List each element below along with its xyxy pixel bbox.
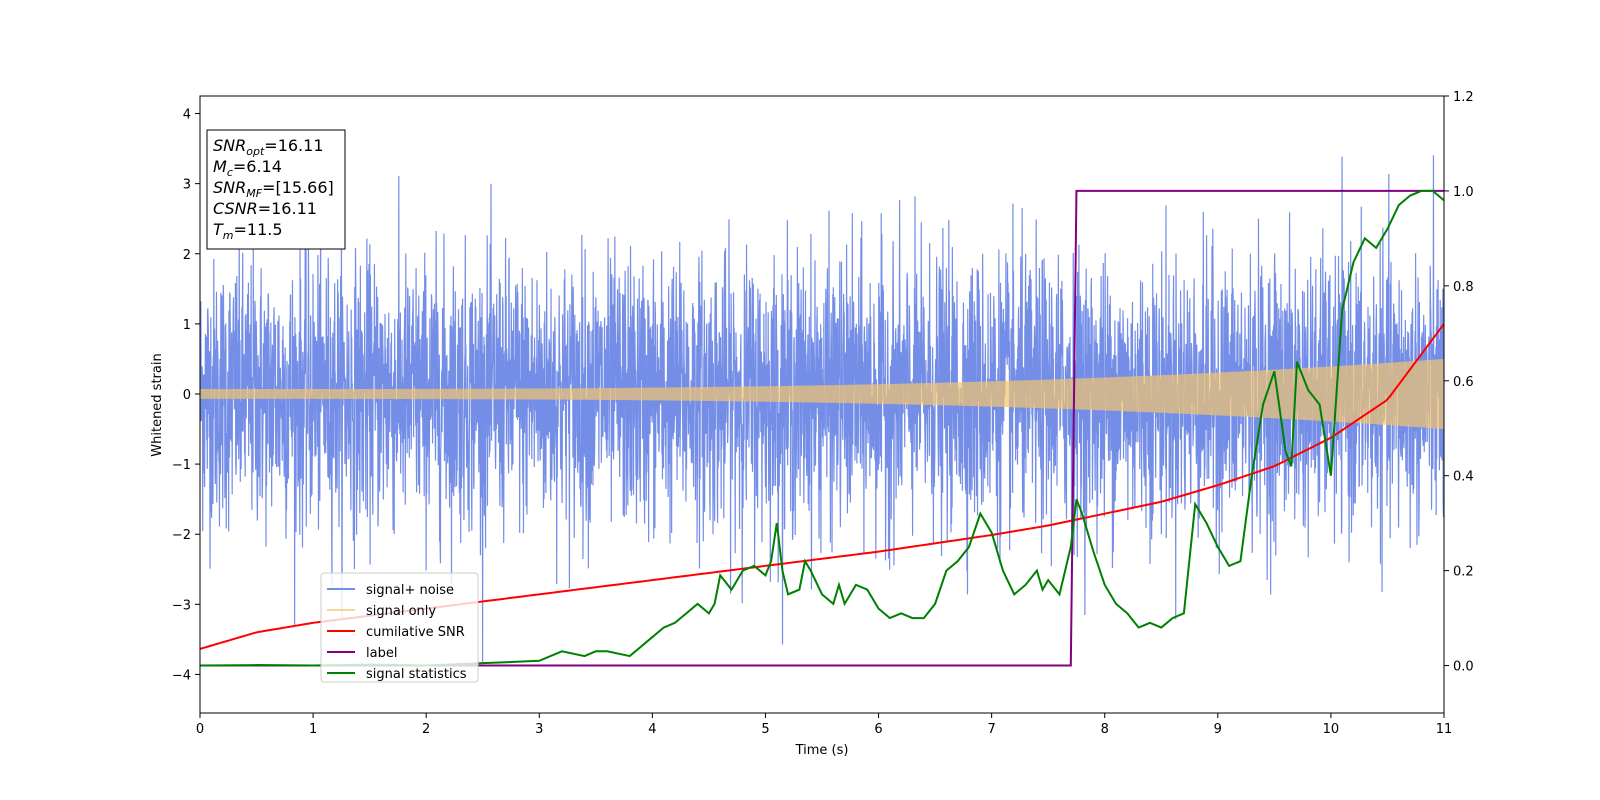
y-axis-right: 0.0 0.2 0.4 0.6 0.8 1.0 1.2 (1444, 90, 1474, 675)
legend-frame (320, 572, 479, 683)
info-box-frame (206, 129, 346, 250)
x-tick-label: 10 (1323, 722, 1340, 737)
legend-label: signal only (366, 604, 436, 619)
y2-tick-label: 0.6 (1453, 375, 1474, 390)
x-tick-label: 6 (874, 722, 882, 737)
info-line-symbol: CSNR (213, 199, 258, 218)
x-tick-label: 3 (535, 722, 543, 737)
info-line-value: =[15.66] (262, 178, 334, 197)
info-line-value: =11.5 (234, 220, 283, 239)
info-line-value: =6.14 (233, 157, 282, 176)
x-axis: 0 1 2 3 4 5 6 7 8 9 10 11 (196, 713, 1452, 737)
plot-frame (199, 95, 1445, 714)
x-tick-label: 2 (422, 722, 430, 737)
x-tick-label: 9 (1214, 722, 1222, 737)
info-line-symbol: SNR (213, 178, 246, 197)
y2-tick-label: 0.4 (1453, 470, 1474, 485)
x-tick-label: 7 (987, 722, 995, 737)
x-tick-label: 0 (196, 722, 204, 737)
legend-label: label (366, 646, 397, 661)
y2-tick-label: 0.0 (1453, 660, 1474, 675)
info-box: SNRopt=16.11Mc=6.14SNRMF=[15.66]CSNR=16.… (206, 129, 346, 250)
legend-label: cumilative SNR (366, 625, 465, 640)
info-line-symbol: T (213, 220, 224, 239)
info-line: Mc=6.14 (213, 157, 282, 179)
x-tick-label: 1 (309, 722, 317, 737)
info-line-subscript: opt (246, 145, 265, 158)
series-signal-only (200, 358, 1444, 430)
y-tick-label: −1 (172, 458, 191, 473)
y-axis-label: Whitened strain (150, 353, 165, 456)
x-tick-label: 8 (1101, 722, 1109, 737)
x-axis-label: Time (s) (795, 743, 849, 758)
info-line-subscript: m (223, 229, 234, 242)
y-tick-label: −4 (172, 668, 191, 683)
series-label (200, 189, 1444, 667)
info-line: SNRopt=16.11 (213, 136, 324, 158)
y-tick-label: −3 (172, 598, 191, 613)
y-tick-label: 1 (183, 318, 191, 333)
y2-tick-label: 0.8 (1453, 280, 1474, 295)
info-line-subscript: c (227, 166, 233, 179)
y-tick-label: 0 (183, 388, 191, 403)
legend-label: signal+ noise (366, 583, 454, 598)
y2-tick-label: 1.2 (1453, 90, 1474, 105)
legend-label: signal statistics (366, 667, 467, 682)
info-line-symbol: SNR (213, 136, 246, 155)
x-tick-label: 5 (761, 722, 769, 737)
info-line-symbol: M (213, 157, 227, 176)
x-tick-label: 4 (648, 722, 656, 737)
legend: signal+ noise signal only cumilative SNR la… (320, 572, 479, 683)
series-signal-noise (200, 155, 1444, 662)
y-axis-left: −4 −3 −2 −1 0 1 2 3 4 (172, 108, 200, 683)
y2-tick-label: 1.0 (1453, 185, 1474, 200)
y-tick-label: −2 (172, 528, 191, 543)
info-line: CSNR=16.11 (213, 199, 317, 218)
y2-tick-label: 0.2 (1453, 565, 1474, 580)
x-tick-label: 11 (1436, 722, 1453, 737)
info-line: Tm=11.5 (213, 220, 283, 242)
y-tick-label: 3 (183, 178, 191, 193)
series-signal-statistics (200, 189, 1444, 667)
y-tick-label: 2 (183, 248, 191, 263)
info-line-value: =16.11 (258, 199, 317, 218)
info-line: SNRMF=[15.66] (213, 178, 334, 200)
y-tick-label: 4 (183, 108, 191, 123)
info-line-subscript: MF (246, 187, 262, 200)
info-line-value: =16.11 (264, 136, 323, 155)
